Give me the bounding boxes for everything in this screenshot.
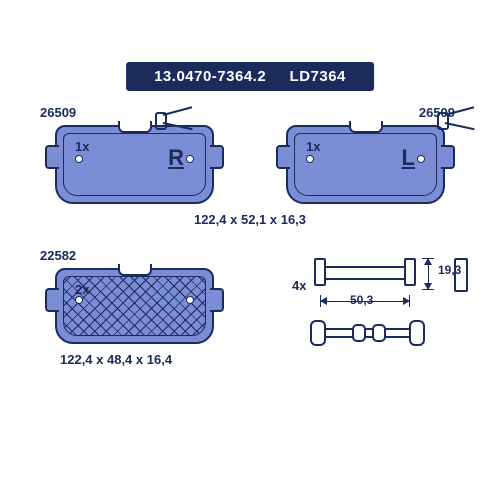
hw-width: 50,3 (350, 293, 373, 307)
dims-bottom: 122,4 x 48,4 x 16,4 (60, 352, 172, 367)
pad-ear (276, 145, 290, 169)
title-bar: 13.0470-7364.2 LD7364 (126, 62, 374, 91)
rivet (186, 296, 194, 304)
brake-pad-bottom: 2x (55, 268, 214, 344)
qty-l: 1x (306, 139, 320, 154)
rivet (306, 155, 314, 163)
pad-top-notch (349, 121, 383, 133)
pad-ear (210, 288, 224, 312)
anti-rattle-spring (310, 320, 425, 350)
qty-bottom: 2x (75, 282, 89, 297)
diagram-canvas: 13.0470-7364.2 LD7364 26509 26509 1x R 1… (0, 0, 500, 500)
part-number: 13.0470-7364.2 (154, 68, 266, 85)
rivet (186, 155, 194, 163)
pad-ear (441, 145, 455, 169)
dimension-height (422, 258, 436, 290)
side-l: L (402, 145, 415, 171)
rivet (75, 296, 83, 304)
rivet (75, 155, 83, 163)
brake-pad-r: 1x R (55, 125, 214, 204)
qty-r: 1x (75, 139, 89, 154)
anti-rattle-clip (320, 262, 410, 290)
brake-pad-l: 1x L (286, 125, 445, 204)
pad-ear (210, 145, 224, 169)
part-label-bottom: 22582 (40, 248, 76, 263)
side-r: R (168, 145, 184, 171)
pad-top-notch (118, 121, 152, 133)
dims-top: 122,4 x 52,1 x 16,3 (194, 212, 306, 227)
pad-top-notch (118, 264, 152, 276)
part-label-r: 26509 (40, 105, 76, 120)
pad-ear (45, 288, 59, 312)
hardware-qty: 4x (292, 278, 306, 293)
pad-ear (45, 145, 59, 169)
rivet (417, 155, 425, 163)
part-code: LD7364 (290, 68, 346, 85)
